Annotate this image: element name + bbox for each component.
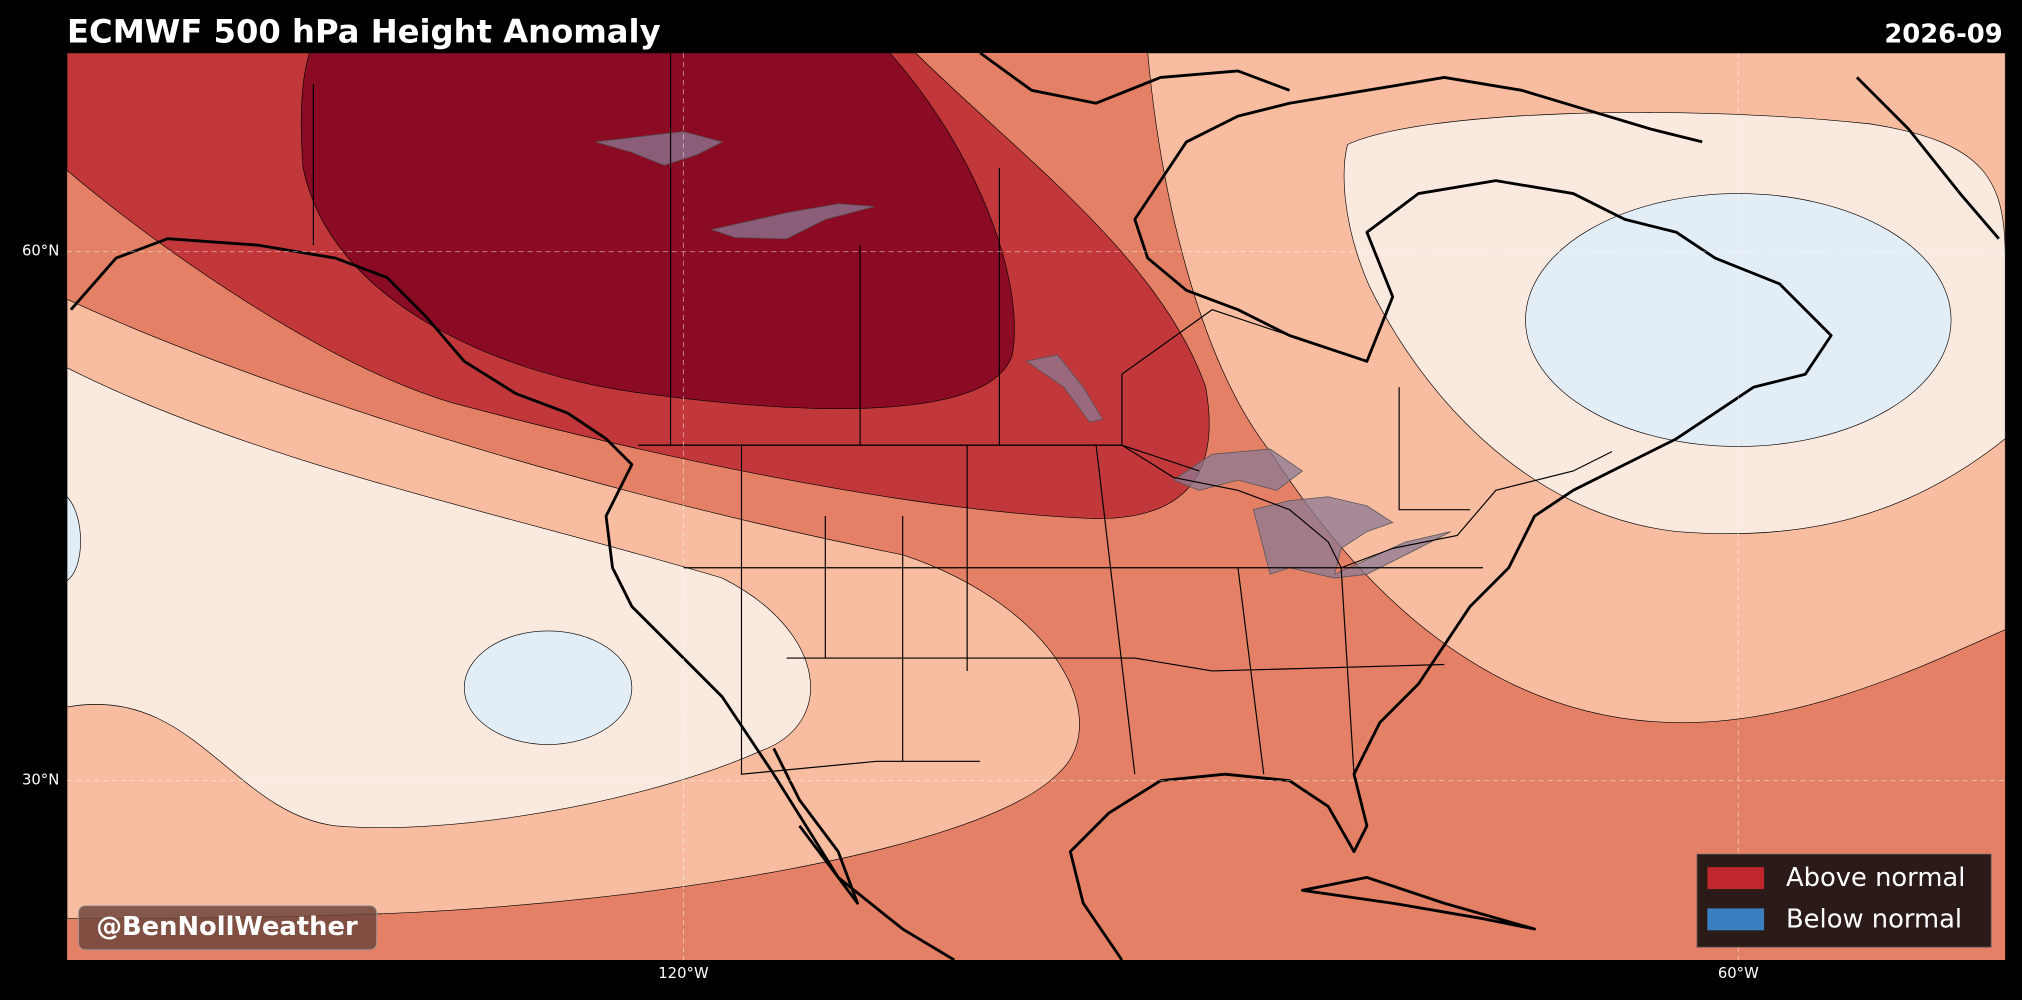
legend-label: Below normal xyxy=(1786,904,1962,934)
coastline xyxy=(69,237,955,960)
coastline xyxy=(1301,876,1536,931)
anomaly-contour xyxy=(67,367,811,828)
lake xyxy=(1025,354,1104,423)
legend-swatch xyxy=(1707,867,1765,890)
anomaly-contour xyxy=(67,496,81,582)
coastline xyxy=(1068,76,1833,960)
lat-label: 30°N xyxy=(22,772,59,789)
lon-label: 60°W xyxy=(1718,965,1759,982)
lake xyxy=(710,203,875,240)
title: ECMWF 500 hPa Height Anomaly xyxy=(67,13,661,51)
border xyxy=(638,444,1613,569)
lat-label: 60°N xyxy=(22,243,59,260)
anomaly-contour xyxy=(1525,193,1952,447)
credit: @BenNollWeather xyxy=(96,912,358,942)
lake xyxy=(595,131,724,166)
coastline xyxy=(979,52,2000,240)
credit-box xyxy=(78,905,377,951)
legend-swatch xyxy=(1707,908,1765,931)
coastline xyxy=(772,747,859,905)
date: 2026-09 xyxy=(1884,19,2002,49)
legend-items: Above normal Below normal xyxy=(1707,863,1965,935)
lake xyxy=(1172,448,1304,491)
legend-label: Above normal xyxy=(1786,863,1965,893)
anomaly-contour xyxy=(463,630,633,745)
anomaly-contour xyxy=(300,52,1015,409)
map xyxy=(67,52,2006,960)
lake xyxy=(1252,496,1451,579)
lon-label: 120°W xyxy=(658,965,709,982)
